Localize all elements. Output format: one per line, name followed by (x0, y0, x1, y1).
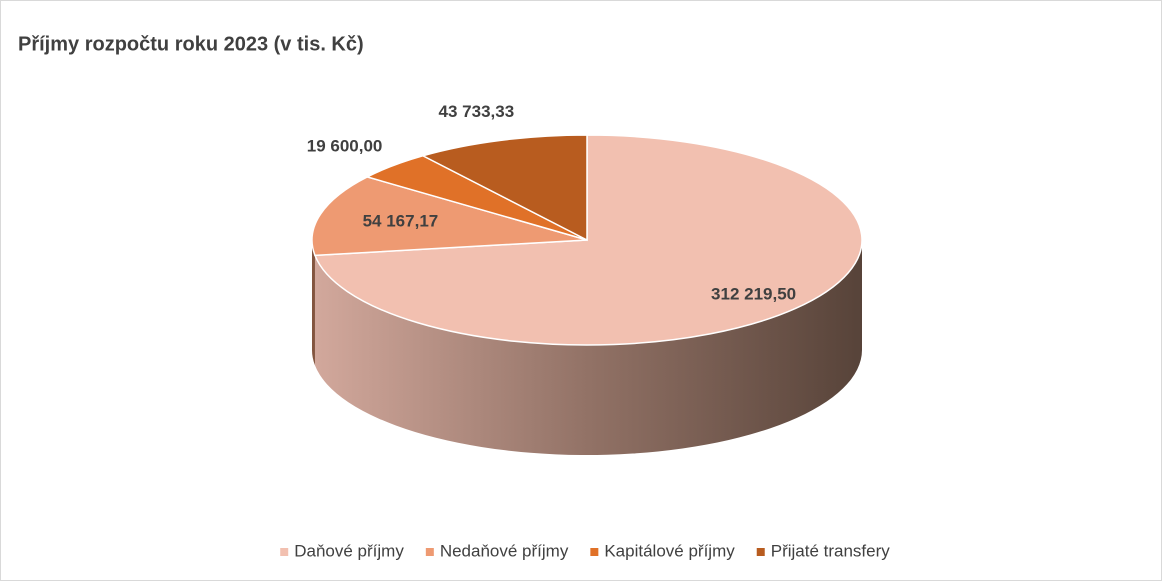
chart-title: Příjmy rozpočtu roku 2023 (v tis. Kč) (18, 33, 364, 55)
data-label: 312 219,50 (711, 284, 796, 303)
pie-slice (420, 134, 588, 242)
legend-swatch (756, 548, 765, 556)
legend-label: Přijaté transfery (771, 541, 891, 560)
pie-side (314, 240, 862, 456)
legend-swatch (425, 548, 434, 556)
legend-label: Nedaňové příjmy (440, 541, 569, 560)
pie-slice (311, 176, 588, 257)
data-label: 19 600,00 (307, 136, 383, 155)
legend-label: Kapitálové příjmy (604, 541, 735, 560)
pie-slice (313, 134, 863, 346)
data-label: 43 733,33 (439, 102, 515, 121)
data-label: 54 167,17 (363, 211, 439, 230)
legend-label: Daňové příjmy (294, 541, 404, 560)
legend-swatch (590, 548, 599, 556)
legend-swatch (280, 548, 289, 556)
pie-side (312, 240, 315, 366)
